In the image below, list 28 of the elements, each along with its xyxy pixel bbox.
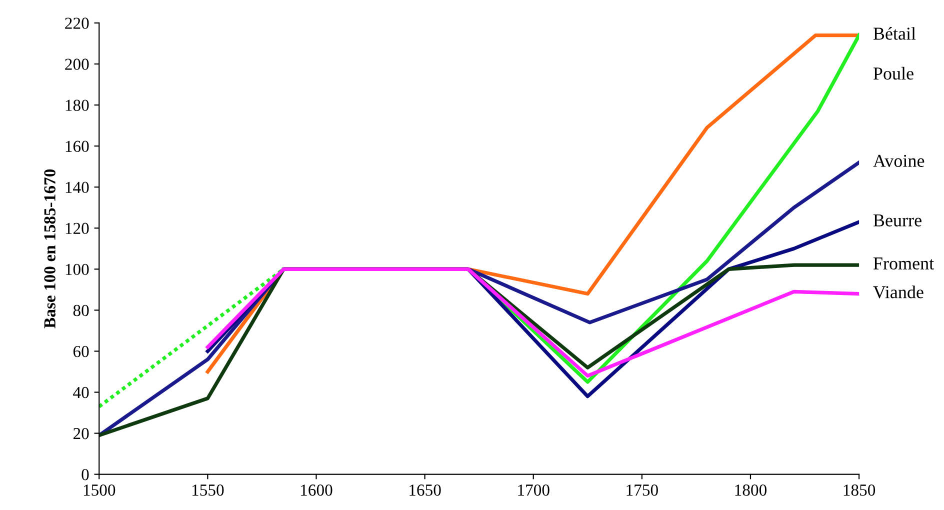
series-label: Froment: [873, 258, 934, 270]
x-tick-label: 1500: [84, 484, 116, 496]
line-series: [206, 267, 860, 378]
x-tick-label: 1750: [626, 484, 658, 496]
y-tick-label: 200: [65, 58, 89, 70]
y-tick-label: 220: [65, 18, 89, 29]
x-tick-label: 1600: [301, 484, 332, 496]
y-tick-label: 140: [66, 182, 89, 194]
series-label: Bétail: [873, 27, 916, 40]
series-label: Beurre: [873, 214, 922, 226]
y-tick-label: 180: [66, 100, 89, 111]
y-tick-label: 20: [73, 428, 89, 440]
y-tick-label: 100: [66, 264, 89, 276]
x-tick-label: 1800: [735, 484, 767, 496]
x-tick-label: 1700: [518, 484, 550, 496]
y-tick-label: 40: [73, 386, 89, 398]
y-axis-title: Base 100 en 1585-1670: [44, 169, 56, 328]
x-tick-label: 1850: [844, 484, 876, 496]
y-tick-label: 0: [82, 469, 89, 480]
y-tick-label: 60: [73, 346, 89, 358]
series-label: Viande: [873, 286, 924, 298]
series-label: Avoine: [873, 154, 924, 167]
series-label: Poule: [873, 66, 914, 80]
y-tick-label: 80: [73, 304, 89, 316]
y-tick-label: 120: [66, 222, 89, 234]
y-tick-label: 160: [66, 140, 89, 152]
x-tick-label: 1550: [192, 484, 224, 496]
x-tick-label: 1650: [410, 484, 441, 496]
